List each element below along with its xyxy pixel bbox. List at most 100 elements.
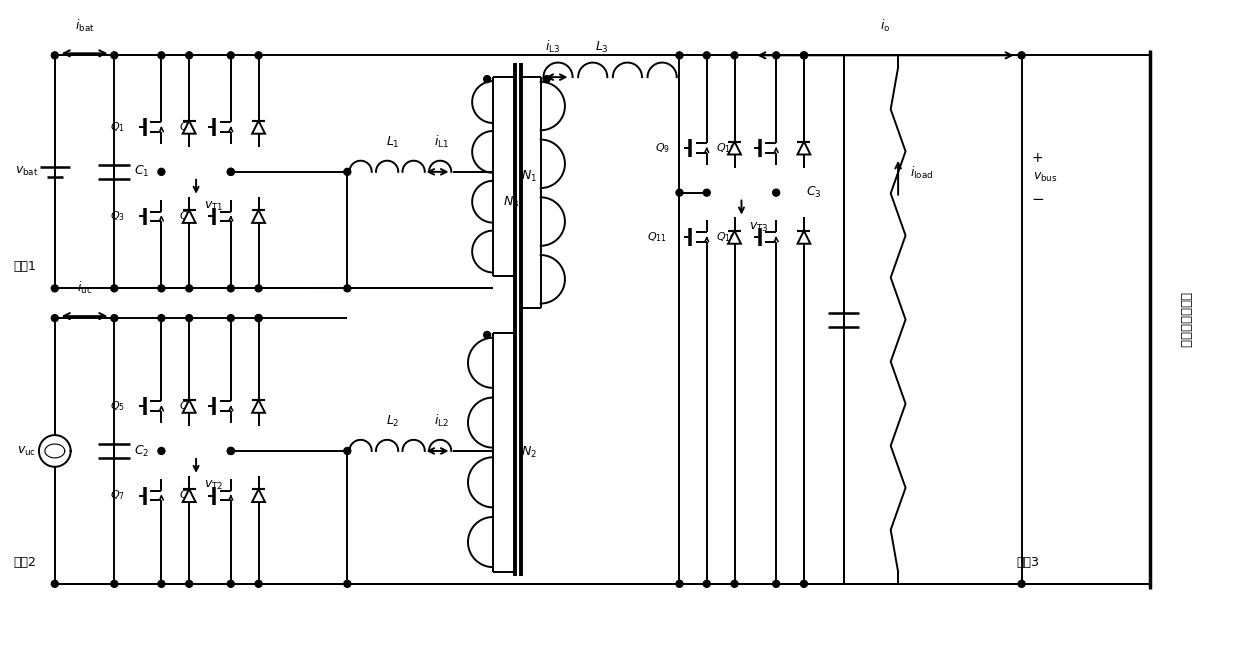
Circle shape xyxy=(773,190,779,196)
Text: 端口1: 端口1 xyxy=(14,261,36,274)
Circle shape xyxy=(110,285,118,291)
Circle shape xyxy=(676,190,683,196)
Circle shape xyxy=(255,52,261,59)
Circle shape xyxy=(483,332,491,338)
Circle shape xyxy=(255,285,261,291)
Text: $Q_9$: $Q_9$ xyxy=(655,141,670,155)
Text: $+$: $+$ xyxy=(1032,151,1043,165)
Circle shape xyxy=(110,52,118,59)
Polygon shape xyxy=(798,231,810,243)
Polygon shape xyxy=(252,489,265,502)
Text: $Q_{11}$: $Q_{11}$ xyxy=(647,230,667,244)
Circle shape xyxy=(704,190,710,196)
Text: $v_{\mathrm{T1}}$: $v_{\mathrm{T1}}$ xyxy=(204,199,223,213)
Text: $Q_{10}$: $Q_{10}$ xyxy=(716,230,736,244)
Polygon shape xyxy=(252,210,265,223)
Circle shape xyxy=(227,447,234,455)
Circle shape xyxy=(227,52,234,59)
Circle shape xyxy=(227,580,234,588)
Polygon shape xyxy=(252,400,265,413)
Text: $Q_2$: $Q_2$ xyxy=(180,209,195,223)
Text: $Q_7$: $Q_7$ xyxy=(110,489,125,503)
Text: $Q_1$: $Q_1$ xyxy=(110,120,125,134)
Circle shape xyxy=(186,580,192,588)
Circle shape xyxy=(227,168,234,175)
Circle shape xyxy=(186,285,192,291)
Circle shape xyxy=(1018,580,1025,588)
Circle shape xyxy=(344,285,351,291)
Circle shape xyxy=(110,580,118,588)
Circle shape xyxy=(773,580,779,588)
Text: $C_1$: $C_1$ xyxy=(134,164,150,180)
Polygon shape xyxy=(182,210,196,223)
Circle shape xyxy=(255,315,261,322)
Text: $v_{\mathrm{uc}}$: $v_{\mathrm{uc}}$ xyxy=(17,444,37,457)
Circle shape xyxy=(800,580,808,588)
Circle shape xyxy=(800,52,808,59)
Text: $L_1$: $L_1$ xyxy=(385,135,399,150)
Text: 端口3: 端口3 xyxy=(1017,556,1040,569)
Text: $N_3$: $N_3$ xyxy=(503,195,519,210)
Text: $Q_{12}$: $Q_{12}$ xyxy=(716,141,736,155)
Text: $C_2$: $C_2$ xyxy=(134,443,150,459)
Text: $N_1$: $N_1$ xyxy=(520,169,536,184)
Circle shape xyxy=(676,52,683,59)
Circle shape xyxy=(186,52,192,59)
Circle shape xyxy=(255,315,261,322)
Circle shape xyxy=(51,285,58,291)
Circle shape xyxy=(704,580,710,588)
Circle shape xyxy=(227,315,234,322)
Circle shape xyxy=(157,168,165,175)
Circle shape xyxy=(704,52,710,59)
Polygon shape xyxy=(252,121,265,134)
Text: $i_{\mathrm{L3}}$: $i_{\mathrm{L3}}$ xyxy=(545,39,560,55)
Circle shape xyxy=(800,52,808,59)
Text: $Q_6$: $Q_6$ xyxy=(180,489,195,503)
Circle shape xyxy=(51,580,58,588)
Polygon shape xyxy=(182,121,196,134)
Text: $Q_4$: $Q_4$ xyxy=(178,120,195,134)
Polygon shape xyxy=(729,141,741,155)
Text: $-$: $-$ xyxy=(1032,190,1044,205)
Polygon shape xyxy=(798,141,810,155)
Circle shape xyxy=(157,447,165,455)
Circle shape xyxy=(51,52,58,59)
Circle shape xyxy=(227,447,234,455)
Text: $i_{\mathrm{o}}$: $i_{\mathrm{o}}$ xyxy=(881,17,891,34)
Circle shape xyxy=(157,580,165,588)
Circle shape xyxy=(676,580,683,588)
Circle shape xyxy=(483,76,491,83)
Circle shape xyxy=(227,285,234,291)
Text: 端口2: 端口2 xyxy=(14,556,36,569)
Text: $v_{\mathrm{T3}}$: $v_{\mathrm{T3}}$ xyxy=(750,220,769,234)
Text: $L_2$: $L_2$ xyxy=(385,414,399,429)
Circle shape xyxy=(110,315,118,322)
Circle shape xyxy=(344,168,351,175)
Circle shape xyxy=(157,52,165,59)
Text: $v_{\mathrm{bus}}$: $v_{\mathrm{bus}}$ xyxy=(1033,171,1058,184)
Circle shape xyxy=(731,580,738,588)
Polygon shape xyxy=(729,231,741,243)
Text: $Q_8$: $Q_8$ xyxy=(180,399,195,413)
Text: $v_{\mathrm{bat}}$: $v_{\mathrm{bat}}$ xyxy=(15,165,38,178)
Polygon shape xyxy=(182,489,196,502)
Text: 直流微电网母线: 直流微电网母线 xyxy=(1178,291,1192,347)
Circle shape xyxy=(157,315,165,322)
Text: $N_2$: $N_2$ xyxy=(520,445,536,460)
Circle shape xyxy=(731,52,738,59)
Text: $Q_3$: $Q_3$ xyxy=(110,209,125,223)
Text: $C_3$: $C_3$ xyxy=(807,185,821,200)
Text: $i_{\mathrm{load}}$: $i_{\mathrm{load}}$ xyxy=(909,164,933,181)
Circle shape xyxy=(255,580,261,588)
Circle shape xyxy=(344,580,351,588)
Text: $v_{\mathrm{T2}}$: $v_{\mathrm{T2}}$ xyxy=(204,479,223,492)
Text: $i_{\mathrm{L1}}$: $i_{\mathrm{L1}}$ xyxy=(434,134,449,150)
Circle shape xyxy=(186,315,192,322)
Circle shape xyxy=(344,447,351,455)
Circle shape xyxy=(157,285,165,291)
Circle shape xyxy=(1018,52,1025,59)
Text: $i_{\mathrm{bat}}$: $i_{\mathrm{bat}}$ xyxy=(74,17,94,34)
Circle shape xyxy=(227,168,234,175)
Text: $L_3$: $L_3$ xyxy=(595,40,610,55)
Polygon shape xyxy=(182,400,196,413)
